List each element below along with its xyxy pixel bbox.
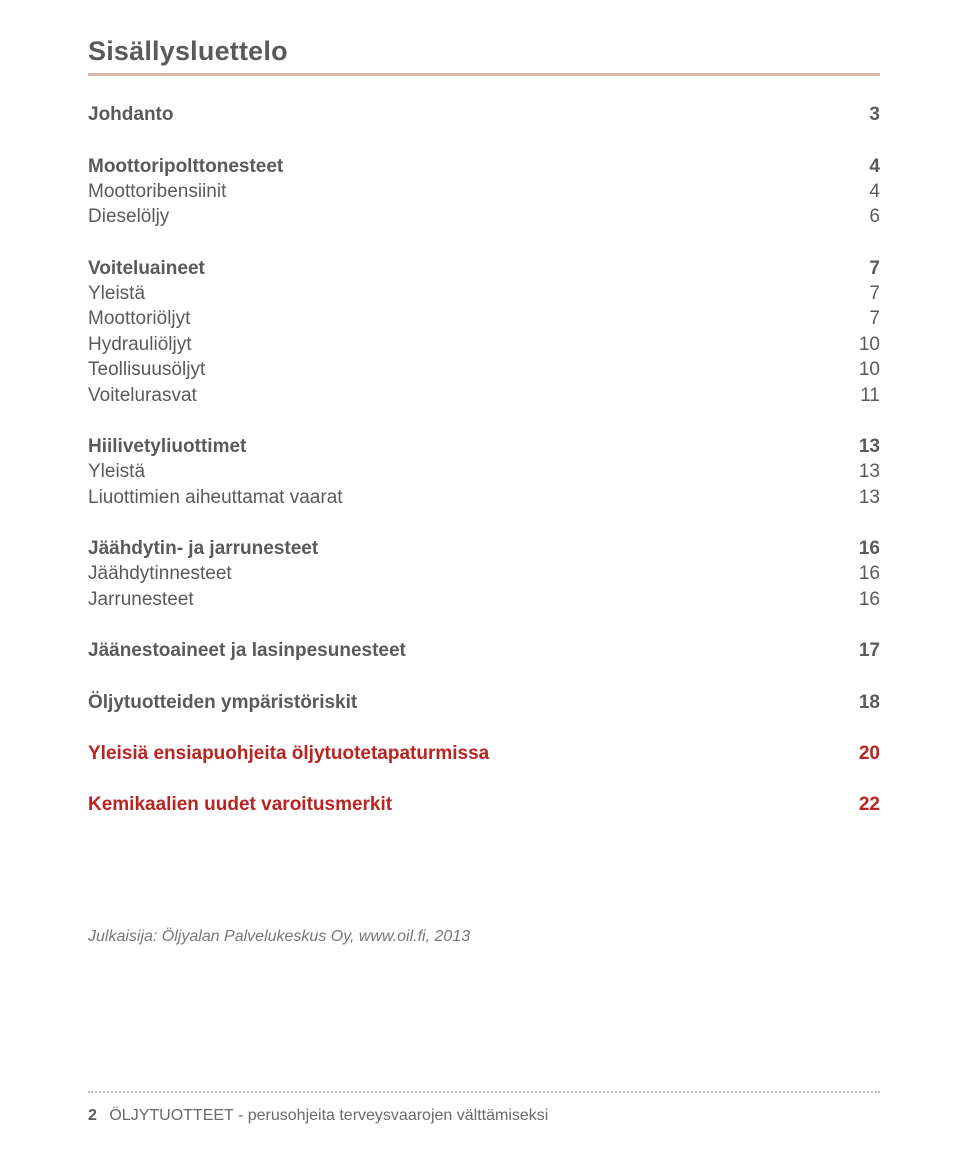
toc-entry-label: Yleistä: [88, 284, 844, 303]
toc-row: Yleisiä ensiapuohjeita öljytuotetapaturm…: [88, 741, 880, 766]
toc-row: Moottoribensiinit4: [88, 179, 880, 204]
toc-entry-label: Hiilivetyliuottimet: [88, 437, 844, 456]
toc-row: Teollisuusöljyt10: [88, 357, 880, 382]
toc-entry-page: 16: [844, 590, 880, 609]
toc-entry-label: Dieselöljy: [88, 207, 844, 226]
toc-entry-label: Kemikaalien uudet varoitusmerkit: [88, 795, 844, 814]
toc-entry-page: 13: [844, 488, 880, 507]
toc-entry-page: 16: [844, 539, 880, 558]
footer-title: ÖLJYTUOTTEET - perusohjeita terveysvaaro…: [109, 1107, 548, 1124]
toc-entry-label: Teollisuusöljyt: [88, 360, 844, 379]
toc-entry-page: 18: [844, 693, 880, 712]
toc-entry-page: 4: [844, 182, 880, 201]
toc-entry-page: 17: [844, 641, 880, 660]
toc-entry-page: 7: [844, 309, 880, 328]
table-of-contents: Johdanto3Moottoripolttonesteet4Moottorib…: [88, 102, 880, 818]
toc-entry-label: Öljytuotteiden ympäristöriskit: [88, 693, 844, 712]
toc-spacer: [88, 612, 880, 638]
toc-entry-label: Hydrauliöljyt: [88, 335, 844, 354]
toc-entry-page: 16: [844, 564, 880, 583]
toc-row: Voiteluaineet7: [88, 256, 880, 281]
footer-divider: [88, 1091, 880, 1093]
document-page: Sisällysluettelo Johdanto3 Moottoripoltto…: [0, 0, 960, 1163]
toc-entry-label: Moottoripolttonesteet: [88, 157, 844, 176]
toc-row: Jäähdytinnesteet16: [88, 561, 880, 586]
toc-entry-page: 20: [844, 744, 880, 763]
toc-entry-page: 6: [844, 207, 880, 226]
toc-entry-label: Jäänestoaineet ja lasinpesunesteet: [88, 641, 844, 660]
toc-row: Jäänestoaineet ja lasinpesunesteet17: [88, 638, 880, 663]
toc-entry-label: Jäähdytin- ja jarrunesteet: [88, 539, 844, 558]
page-footer: 2 ÖLJYTUOTTEET - perusohjeita terveysvaa…: [88, 1091, 880, 1125]
toc-row: Kemikaalien uudet varoitusmerkit22: [88, 792, 880, 817]
toc-entry-label: Voiteluaineet: [88, 259, 844, 278]
toc-entry-label: Jarrunesteet: [88, 590, 844, 609]
toc-entry-label: Yleisiä ensiapuohjeita öljytuotetapaturm…: [88, 744, 844, 763]
toc-entry-page: 13: [844, 437, 880, 456]
toc-spacer: [88, 766, 880, 792]
toc-row: Hiilivetyliuottimet13: [88, 434, 880, 459]
toc-entry-page: 10: [844, 335, 880, 354]
toc-spacer: [88, 230, 880, 256]
toc-row: Moottoripolttonesteet4: [88, 153, 880, 178]
toc-row: Yleistä7: [88, 281, 880, 306]
toc-row: Moottoriöljyt7: [88, 306, 880, 331]
toc-entry-page: 22: [844, 795, 880, 814]
toc-entry-page: 3: [844, 105, 880, 124]
toc-entry-page: 7: [844, 284, 880, 303]
toc-row: Jarrunesteet16: [88, 587, 880, 612]
toc-entry-label: Johdanto: [88, 105, 844, 124]
toc-row: Liuottimien aiheuttamat vaarat13: [88, 485, 880, 510]
toc-row: Johdanto3: [88, 102, 880, 127]
toc-entry-label: Liuottimien aiheuttamat vaarat: [88, 488, 844, 507]
toc-entry-label: Voitelurasvat: [88, 386, 844, 405]
toc-row: Hydrauliöljyt10: [88, 332, 880, 357]
footer-text-line: 2 ÖLJYTUOTTEET - perusohjeita terveysvaa…: [88, 1107, 880, 1125]
publisher-line: Julkaisija: Öljyalan Palvelukeskus Oy, w…: [88, 928, 880, 946]
toc-row: Öljytuotteiden ympäristöriskit18: [88, 689, 880, 714]
footer-page-number: 2: [88, 1107, 97, 1124]
toc-spacer: [88, 663, 880, 689]
toc-spacer: [88, 510, 880, 536]
toc-heading: Sisällysluettelo: [88, 36, 880, 76]
toc-row: Jäähdytin- ja jarrunesteet16: [88, 536, 880, 561]
toc-row: Dieselöljy6: [88, 204, 880, 229]
toc-row: Voitelurasvat11: [88, 382, 880, 407]
toc-entry-page: 11: [844, 386, 880, 405]
toc-spacer: [88, 408, 880, 434]
toc-spacer: [88, 127, 880, 153]
toc-entry-page: 13: [844, 462, 880, 481]
toc-entry-label: Yleistä: [88, 462, 844, 481]
toc-entry-page: 4: [844, 157, 880, 176]
toc-entry-page: 10: [844, 360, 880, 379]
toc-row: Yleistä13: [88, 459, 880, 484]
toc-entry-label: Moottoribensiinit: [88, 182, 844, 201]
toc-entry-label: Moottoriöljyt: [88, 309, 844, 328]
toc-spacer: [88, 715, 880, 741]
toc-entry-page: 7: [844, 259, 880, 278]
toc-entry-label: Jäähdytinnesteet: [88, 564, 844, 583]
